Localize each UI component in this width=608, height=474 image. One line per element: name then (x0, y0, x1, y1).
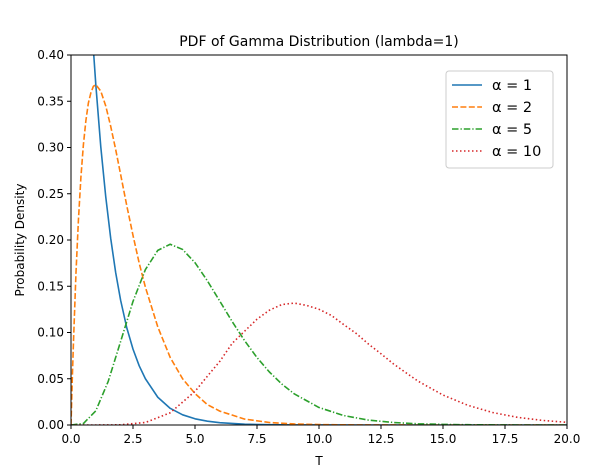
y-tick-label: 0.30 (37, 141, 64, 155)
x-tick-label: 17.5 (492, 432, 519, 446)
x-axis-label: T (314, 454, 323, 468)
x-tick-label: 10.0 (306, 432, 333, 446)
legend-label-1: α = 1 (492, 78, 532, 94)
x-tick-label: 0.0 (61, 432, 80, 446)
legend-label-2: α = 2 (492, 100, 532, 116)
legend-box (445, 70, 554, 169)
y-tick-label: 0.40 (37, 48, 64, 62)
y-axis: 0.00 0.05 0.10 0.15 0.20 0.25 0.30 0.35 0.40 (37, 48, 71, 432)
legend-label-3: α = 5 (492, 122, 532, 138)
legend-label-4: α = 10 (492, 144, 541, 160)
x-tick-label: 20.0 (554, 432, 581, 446)
y-tick-label: 0.10 (37, 326, 64, 340)
chart-title: PDF of Gamma Distribution (lambda=1) (179, 34, 459, 50)
y-axis-label: Probability Density (13, 184, 27, 297)
y-tick-label: 0.05 (37, 372, 64, 386)
y-tick-label: 0.20 (37, 233, 64, 247)
legend: α = 1 α = 2 α = 5 α = 10 (445, 70, 554, 169)
x-tick-label: 5.0 (185, 432, 204, 446)
x-axis: 0.0 2.5 5.0 7.5 10.0 12.5 15.0 17.5 20.0 (61, 425, 580, 446)
y-tick-label: 0.00 (37, 418, 64, 432)
x-tick-label: 7.5 (247, 432, 266, 446)
y-tick-label: 0.25 (37, 187, 64, 201)
y-tick-label: 0.15 (37, 279, 64, 293)
series-line-3 (71, 243, 567, 425)
x-tick-label: 2.5 (123, 432, 142, 446)
x-tick-label: 15.0 (430, 432, 457, 446)
x-tick-label: 12.5 (368, 432, 395, 446)
y-tick-label: 0.35 (37, 94, 64, 108)
series-line-4 (71, 302, 567, 425)
